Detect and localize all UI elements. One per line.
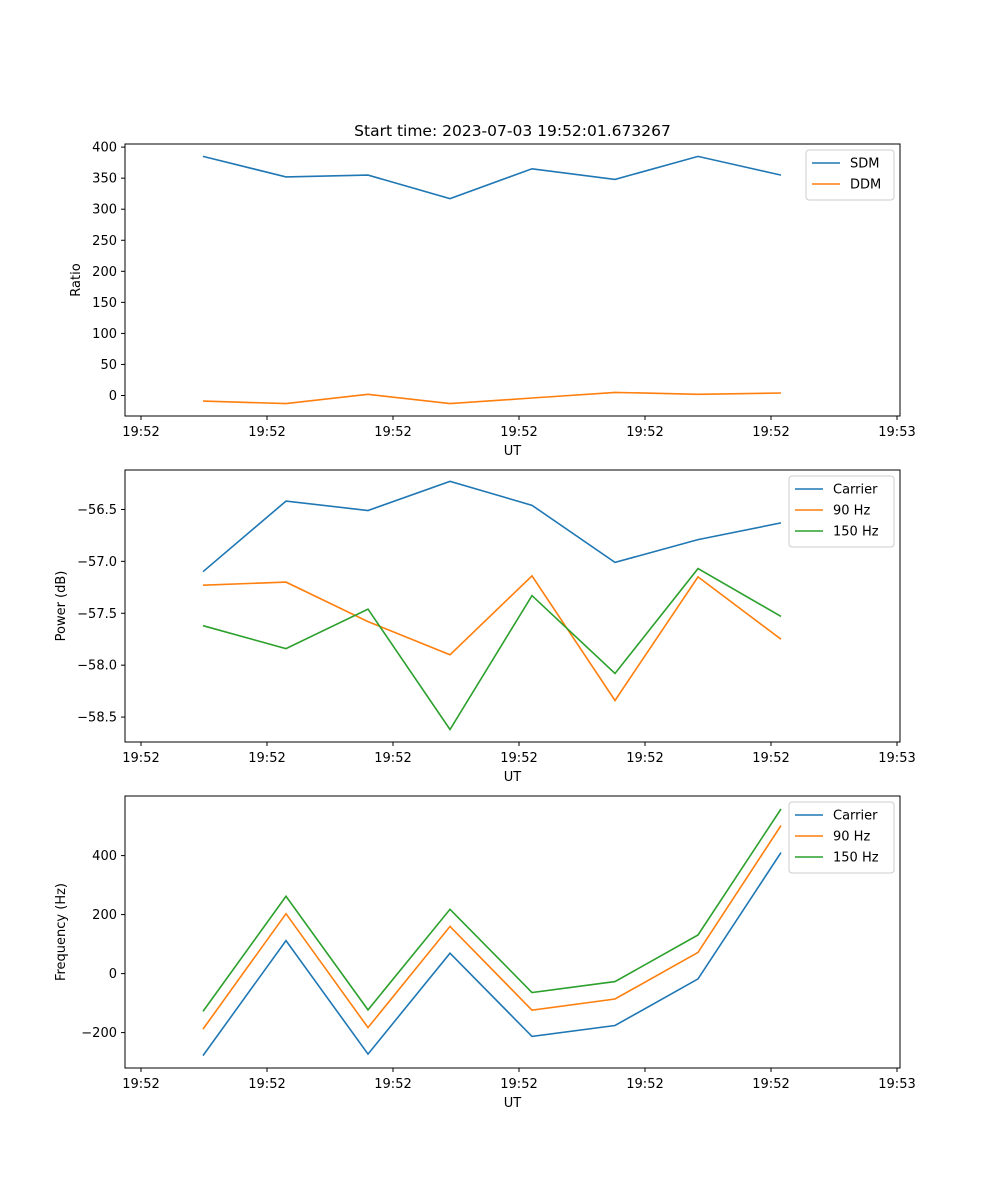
x-tick-label: 19:52 <box>626 751 663 766</box>
legend-label: 150 Hz <box>833 851 879 866</box>
legend-label: 90 Hz <box>833 504 870 519</box>
y-tick-label: −57.0 <box>77 555 117 570</box>
panels: 19:52 19:52 19:52 19:52 19:52 19:52 19:53 0 50 10… <box>54 141 916 1111</box>
series-line-carrier <box>202 852 782 1057</box>
legend-label: 90 Hz <box>833 830 870 845</box>
y-tick-label: 100 <box>92 327 117 342</box>
x-tick-label: 19:52 <box>500 1077 537 1092</box>
x-axis-label: UT <box>504 444 522 459</box>
y-tick-label: −200 <box>81 1026 117 1041</box>
series-line-ddm <box>202 391 782 405</box>
x-tick-label: 19:52 <box>374 751 411 766</box>
x-tick-label: 19:52 <box>374 1077 411 1092</box>
plot-area-2 <box>124 469 901 743</box>
y-tick-label: 200 <box>92 265 117 280</box>
x-tick-label: 19:52 <box>500 751 537 766</box>
y-axis-label: Ratio <box>69 263 84 296</box>
x-tick-label: 19:52 <box>752 425 789 440</box>
x-axis-label: UT <box>504 1096 522 1111</box>
x-tick-label: 19:53 <box>878 425 915 440</box>
legend-label: SDM <box>850 157 879 172</box>
plot-area-3 <box>124 795 901 1069</box>
y-tick-label: 0 <box>109 389 117 404</box>
subplot-2: 19:52 19:52 19:52 19:52 19:52 19:52 19:53 −56.5… <box>54 469 916 785</box>
series-line-carrier <box>202 480 782 573</box>
legend-label: Carrier <box>833 809 878 824</box>
series-line-150-hz <box>202 567 782 731</box>
legend-box <box>788 801 895 874</box>
y-tick-label: 200 <box>92 908 117 923</box>
legend: SDM DDM <box>805 149 895 201</box>
legend-label: 150 Hz <box>833 525 879 540</box>
x-tick-label: 19:53 <box>878 751 915 766</box>
y-tick-label: −58.0 <box>77 659 117 674</box>
legend-label: Carrier <box>833 483 878 498</box>
y-tick-label: 150 <box>92 296 117 311</box>
subplot-3: 19:52 19:52 19:52 19:52 19:52 19:52 19:53 400 20… <box>54 795 916 1111</box>
y-axis-label: Power (dB) <box>54 571 69 642</box>
series-line-90-hz <box>202 574 782 702</box>
series-line-90-hz <box>202 825 782 1030</box>
x-tick-label: 19:52 <box>752 751 789 766</box>
y-tick-label: −58.5 <box>77 711 117 726</box>
y-tick-label: 400 <box>92 141 117 156</box>
x-tick-label: 19:52 <box>374 425 411 440</box>
x-tick-label: 19:52 <box>248 751 285 766</box>
y-tick-label: 50 <box>100 358 117 373</box>
x-tick-label: 19:52 <box>248 1077 285 1092</box>
x-tick-label: 19:53 <box>878 1077 915 1092</box>
x-tick-label: 19:52 <box>122 751 159 766</box>
x-tick-label: 19:52 <box>500 425 537 440</box>
y-tick-label: −56.5 <box>77 503 117 518</box>
y-tick-label: 250 <box>92 234 117 249</box>
figure-title: Start time: 2023-07-03 19:52:01.673267 <box>354 122 671 140</box>
legend: Carrier 90 Hz 150 Hz <box>788 475 895 548</box>
y-axis-label: Frequency (Hz) <box>54 883 69 981</box>
x-tick-label: 19:52 <box>626 1077 663 1092</box>
y-tick-label: −57.5 <box>77 607 117 622</box>
x-tick-label: 19:52 <box>248 425 285 440</box>
series-line-sdm <box>202 155 782 200</box>
plot-area-1 <box>124 143 901 417</box>
x-tick-label: 19:52 <box>122 425 159 440</box>
series-line-150-hz <box>202 808 782 1012</box>
legend-box <box>788 475 895 548</box>
legend-label: DDM <box>850 178 881 193</box>
y-tick-label: 300 <box>92 203 117 218</box>
y-tick-label: 0 <box>109 967 117 982</box>
x-tick-label: 19:52 <box>626 425 663 440</box>
x-tick-label: 19:52 <box>752 1077 789 1092</box>
y-tick-label: 400 <box>92 849 117 864</box>
x-tick-label: 19:52 <box>122 1077 159 1092</box>
legend: Carrier 90 Hz 150 Hz <box>788 801 895 874</box>
y-tick-label: 350 <box>92 172 117 187</box>
subplot-1: 19:52 19:52 19:52 19:52 19:52 19:52 19:53 0 50 10… <box>69 141 916 459</box>
x-axis-label: UT <box>504 770 522 785</box>
